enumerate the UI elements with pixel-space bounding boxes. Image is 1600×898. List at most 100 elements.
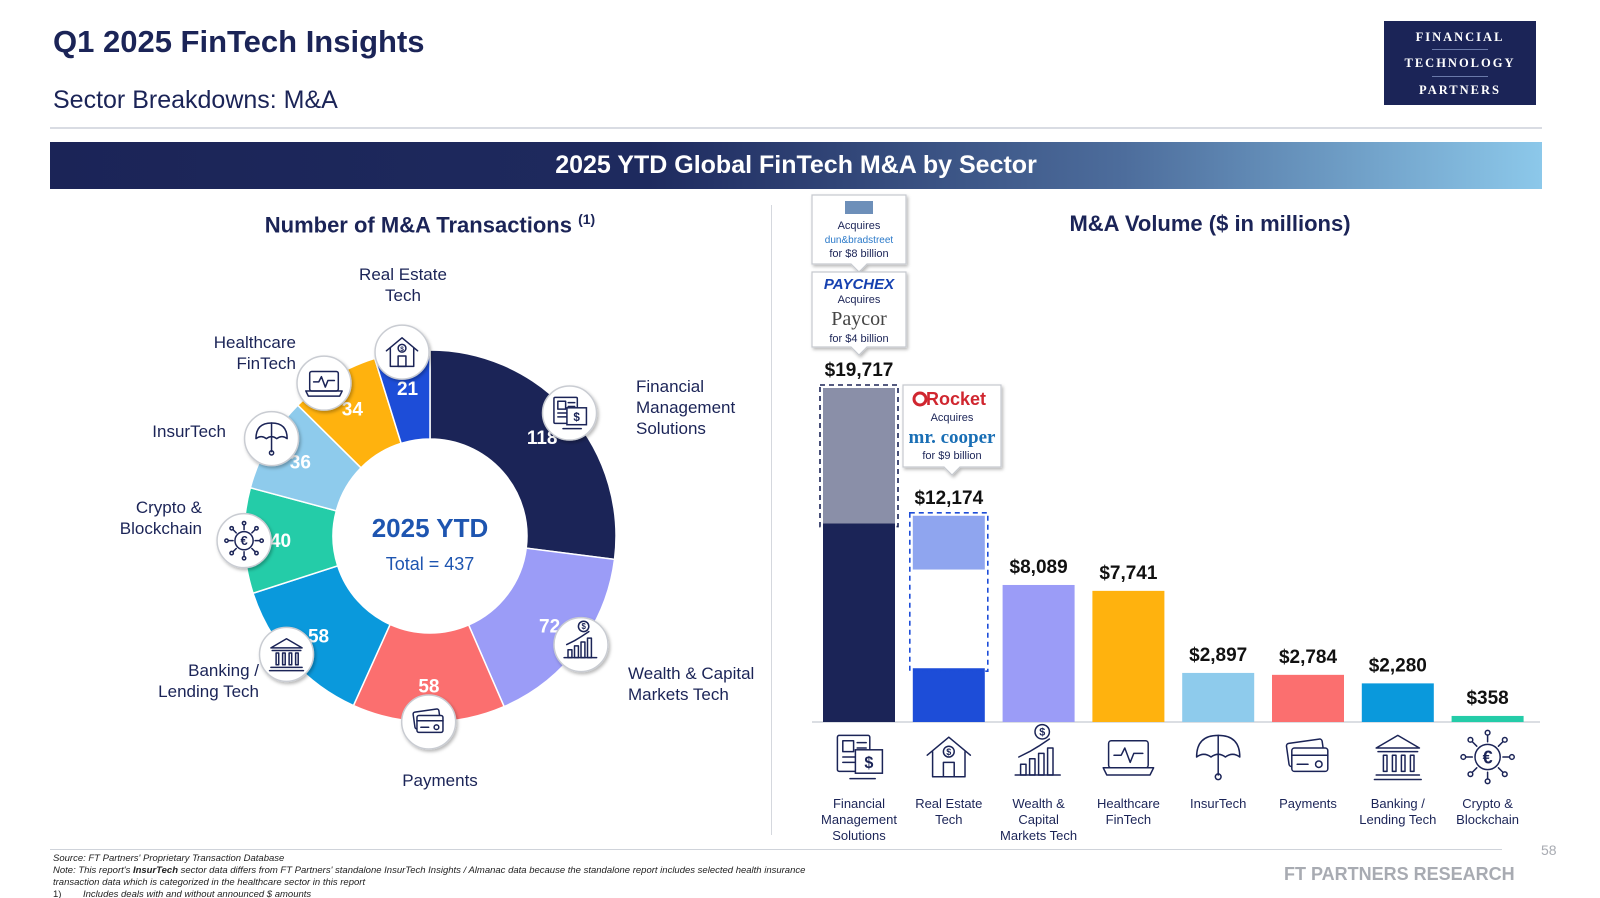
bar-category-label: FinTech [1106, 812, 1152, 827]
donut-slice [429, 349, 617, 561]
pie-title-footnote-marker: (1) [578, 211, 596, 227]
callout-box [811, 194, 907, 273]
bar-value-label: $358 [1466, 688, 1508, 709]
bar-chart-title: M&A Volume ($ in millions) [1069, 211, 1351, 236]
svg-text:€: € [1483, 747, 1493, 767]
slice-category-label: Wealth & Capital [628, 664, 754, 683]
slice-category-label: Blockchain [120, 519, 202, 538]
callout-amount: for $8 billion [829, 248, 888, 260]
payment-card-icon [412, 708, 444, 734]
callout-verb: Acquires [931, 412, 974, 424]
payment-card-icon [1285, 738, 1329, 773]
donut-hole [334, 440, 526, 632]
bar-category-label: InsurTech [1190, 796, 1246, 811]
financial-management-icon: $ [553, 396, 588, 430]
slice-icon-badge: € [216, 512, 272, 569]
house-dollar-icon: $ [385, 337, 419, 368]
bar-value-label: $7,741 [1099, 563, 1158, 584]
slice-icon-badge: $ [541, 385, 598, 441]
slice-icon-badge [243, 410, 300, 467]
svg-text:€: € [240, 533, 247, 548]
slice-category-label: Crypto & [136, 498, 203, 517]
callout-verb: Acquires [838, 294, 881, 306]
bar-value-label: $8,089 [1010, 557, 1068, 578]
page-number: 58 [1541, 842, 1557, 858]
house-dollar-icon: $ [926, 736, 972, 778]
bar-deal-segment [912, 515, 985, 570]
footnotes: Source: FT Partners' Proprietary Transac… [53, 853, 813, 898]
donut-center-total: Total = 437 [386, 554, 475, 574]
bar-base-segment [912, 668, 985, 722]
bar-category-label: Crypto & [1462, 796, 1513, 811]
pie-title-text: Number of M&A Transactions [264, 212, 572, 238]
slice-value-label: 36 [290, 453, 311, 474]
bar-value-label: $12,174 [914, 488, 983, 509]
slice-value-label: 40 [270, 531, 291, 552]
bar-category-label: Healthcare [1097, 796, 1160, 811]
bar-base-segment [823, 523, 895, 722]
slice-category-label: Healthcare [214, 333, 296, 352]
donut-chart: 118 $ Financial Management Solutions 72 $ Wealt… [120, 265, 755, 790]
slice-icon-badge [400, 694, 457, 750]
deal-callout: Rocket Acquires mr. cooper for $9 billion [902, 384, 1002, 476]
healthcare-monitor-icon [305, 370, 343, 397]
bar-category-label: Financial [833, 796, 885, 811]
slice-category-label: Solutions [636, 419, 706, 438]
slice-icon-badge: $ [553, 616, 609, 673]
header-divider [50, 127, 1542, 129]
section-banner: 2025 YTD Global FinTech M&A by Sector [50, 142, 1542, 189]
bar-value-label: $2,784 [1279, 647, 1338, 668]
slice-category-label: Banking / [188, 661, 259, 680]
logo-line-2: TECHNOLOGY [1404, 56, 1516, 70]
slice-category-label: Lending Tech [158, 682, 259, 701]
financial-management-icon: $ [836, 734, 884, 780]
callout-target: dun&bradstreet [825, 235, 894, 246]
slice-icon-badge [296, 355, 352, 411]
umbrella-icon [1195, 734, 1241, 781]
sector-note: Note: This report's InsurTech sector dat… [53, 865, 806, 888]
bank-icon [1373, 734, 1422, 781]
callout-acquirer: Rocket [926, 389, 986, 409]
bar-category-label: Capital [1018, 812, 1059, 827]
callout-target: mr. cooper [909, 427, 996, 448]
chart-divider [771, 205, 772, 835]
logo-line-3: PARTNERS [1418, 83, 1501, 97]
bar-category-label: Real Estate [915, 796, 982, 811]
banner-title: 2025 YTD Global FinTech M&A by Sector [555, 151, 1037, 179]
crypto-coin-icon: € [1460, 729, 1515, 785]
page-title: Q1 2025 FinTech Insights [53, 24, 425, 59]
donut-center-title: 2025 YTD [372, 513, 489, 543]
svg-text:$: $ [1039, 726, 1045, 738]
slice-value-label: 58 [418, 676, 439, 697]
bar-category-label: Solutions [832, 828, 886, 843]
slice-value-label: 72 [539, 617, 560, 638]
svg-text:$: $ [864, 754, 873, 772]
slice-value-label: 118 [527, 428, 558, 449]
slice-category-label: Tech [385, 286, 421, 305]
bar [1092, 590, 1165, 722]
wealth-chart-icon: $ [1014, 723, 1061, 776]
acquirer-logo-mark [845, 201, 873, 214]
slice-category-label: Management [636, 398, 736, 417]
healthcare-monitor-icon [1102, 740, 1155, 776]
bank-icon [268, 638, 305, 672]
slice-value-label: 21 [397, 379, 419, 400]
bar-category-label: Tech [935, 812, 962, 827]
slice-icon-badge: $ [374, 324, 430, 380]
bar-category-label: Markets Tech [1000, 828, 1077, 843]
callout-target: Paycor [831, 308, 887, 330]
callout-box [902, 384, 1002, 476]
svg-text:$: $ [400, 346, 404, 353]
callout-amount: for $4 billion [829, 333, 888, 345]
umbrella-icon [255, 422, 288, 456]
slice-category-label: InsurTech [152, 422, 226, 441]
callout-amount: for $9 billion [922, 450, 981, 462]
slice-category-label: Markets Tech [628, 685, 729, 704]
footnote-1: 1) Includes deals with and without announ… [53, 889, 312, 898]
slice-value-label: 34 [342, 399, 364, 420]
footer-divider [50, 849, 1502, 850]
bar [1451, 715, 1524, 722]
